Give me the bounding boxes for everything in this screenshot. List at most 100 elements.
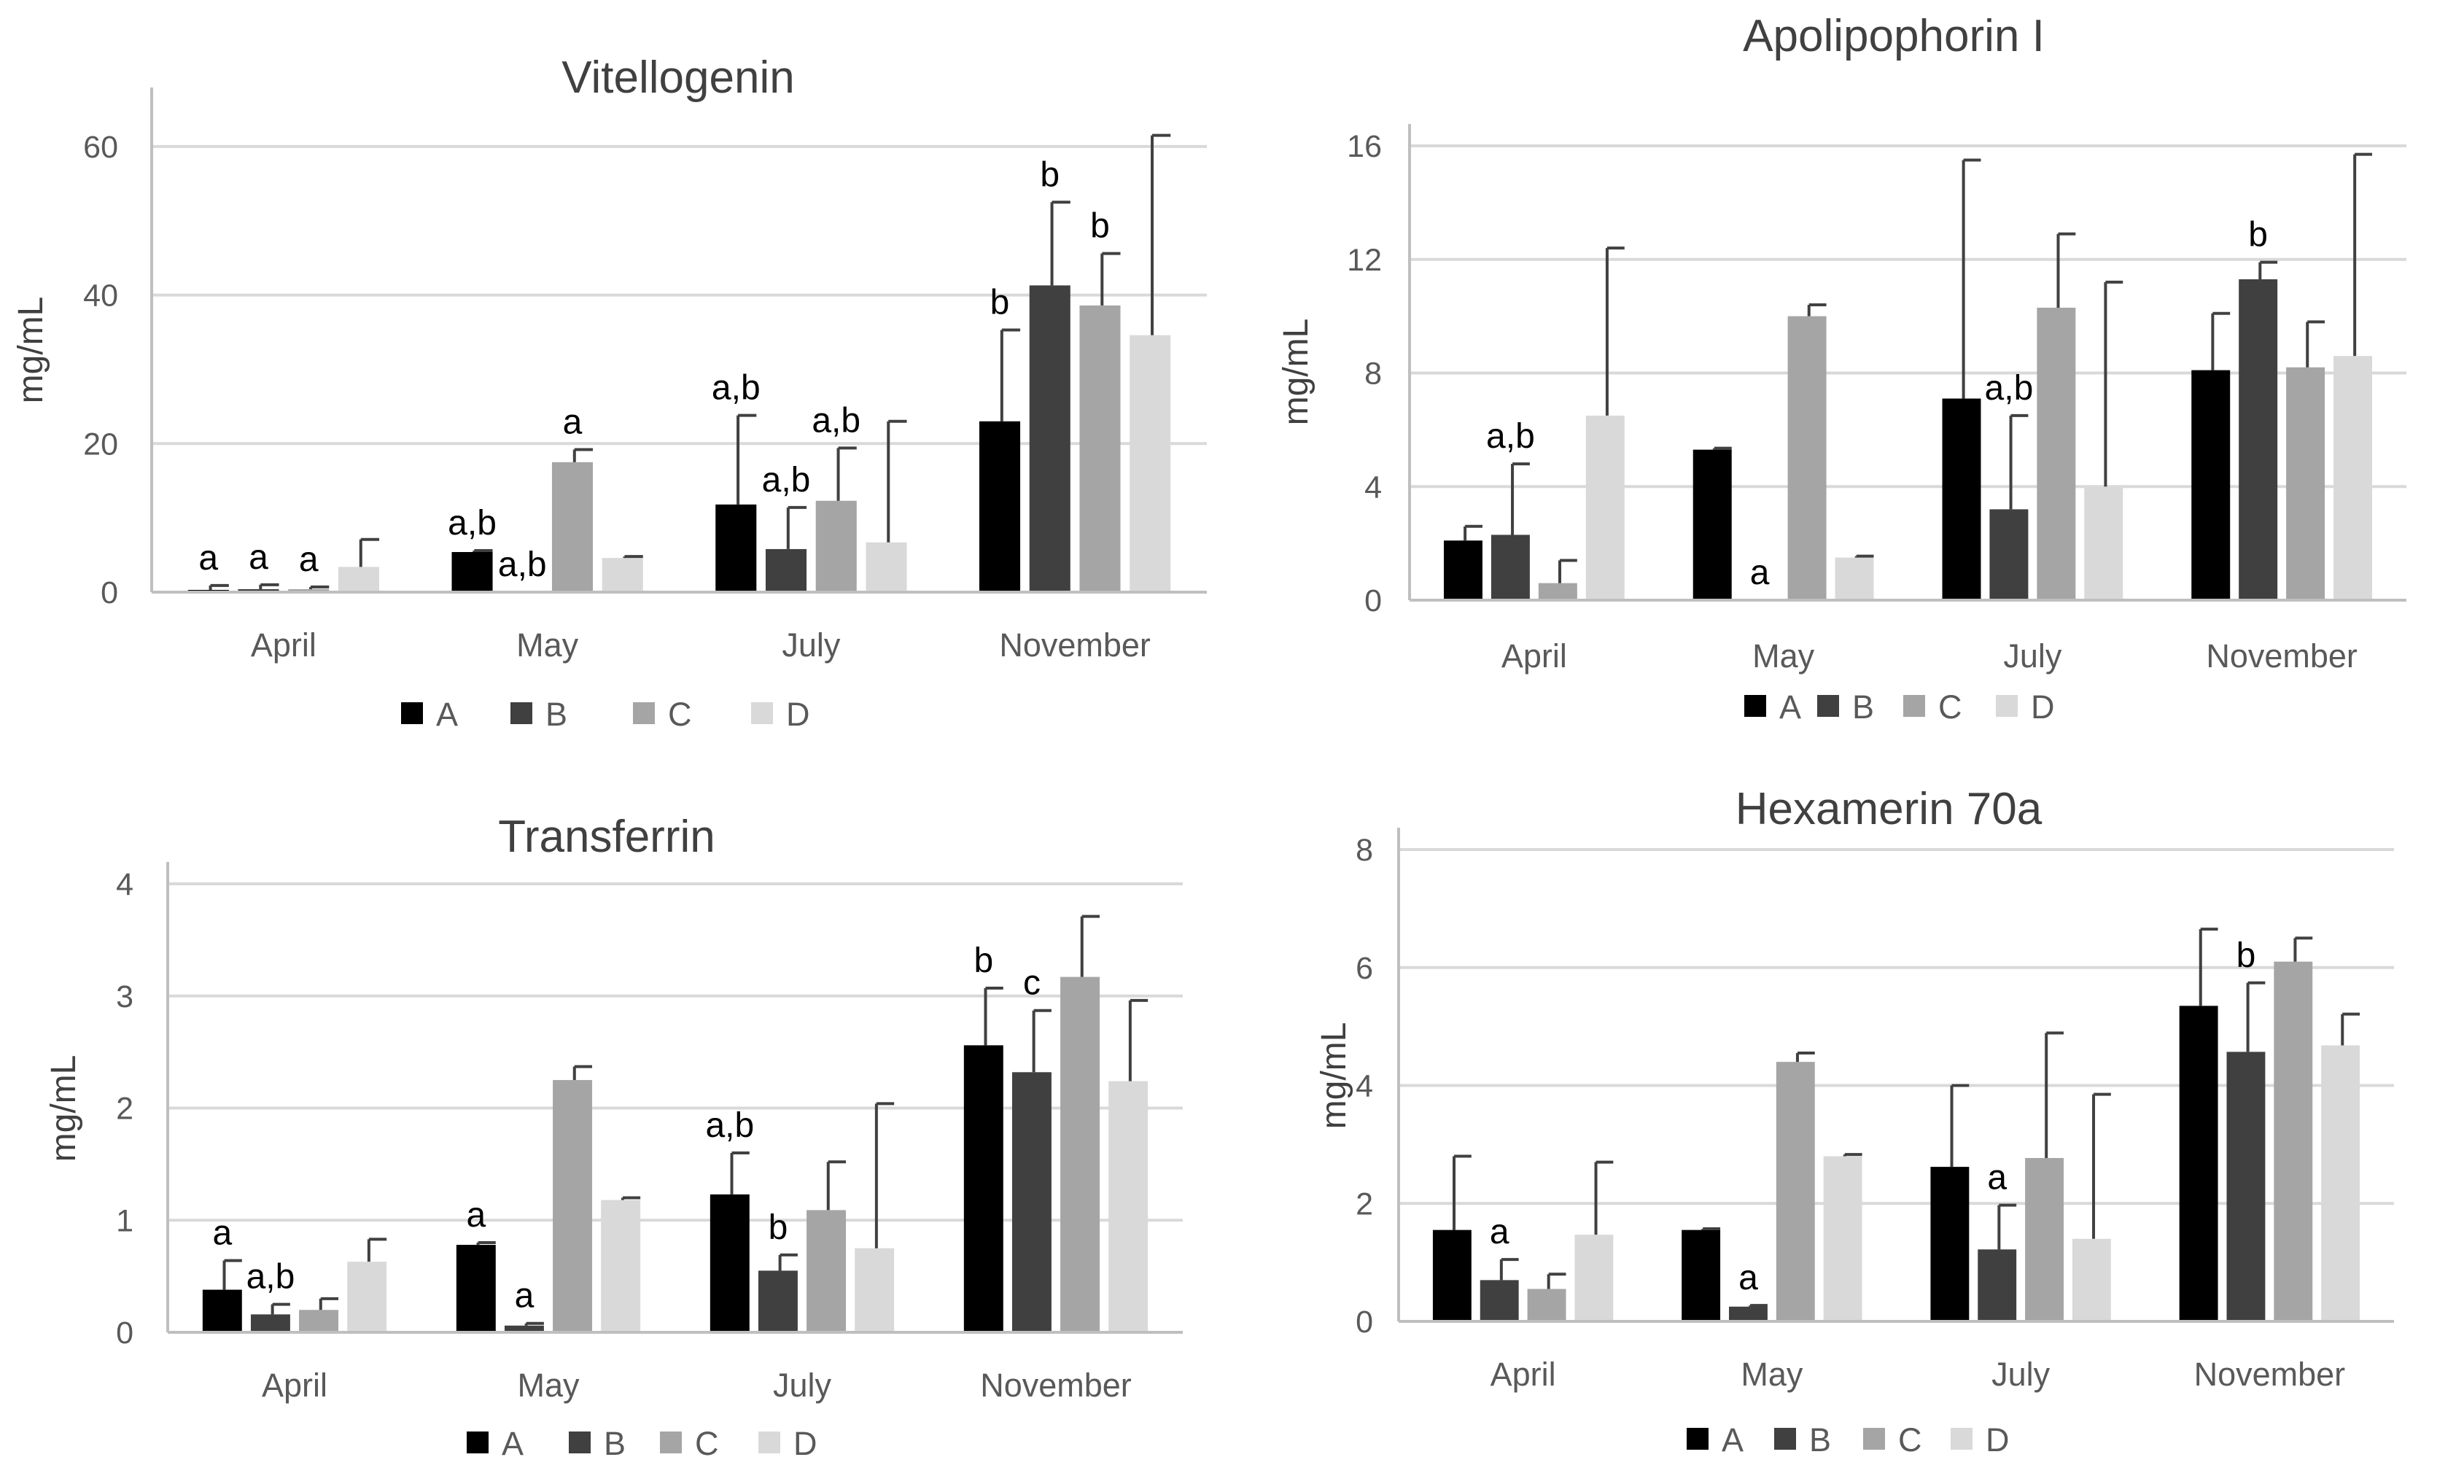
bar-a-july [715,504,757,592]
significance-label: a,b [712,369,761,408]
legend: A B C D [1687,1421,2010,1458]
significance-label: a [1490,1213,1509,1251]
significance-label: b [1040,155,1060,194]
bar-b-may [1729,1306,1768,1321]
bar-a-april [202,1289,242,1332]
bar-b-april [250,1314,290,1332]
bar-c-november [1060,976,1100,1332]
legend-label-a: A [1779,688,1801,726]
significance-label: a [299,540,319,579]
bar-c-july [807,1210,847,1332]
y-tick-label: 60 [83,130,118,165]
legend-swatch-a [1744,695,1766,717]
chart-title: Apolipophorin I [1743,11,2045,61]
legend-swatch-b [569,1431,591,1453]
legend-swatch-d [751,702,773,724]
significance-label: a [1987,1159,2007,1197]
chart-title: Hexamerin 70a [1736,784,2043,834]
significance-label: c [1023,964,1041,1003]
significance-label: b [973,941,993,980]
bar-b-november [1011,1072,1052,1332]
chart-title: Transferrin [498,812,715,862]
bar-b-november [2226,1052,2266,1321]
bar-b-november [2239,279,2278,600]
bar-a-july [710,1194,750,1332]
y-axis-label: mg/mL [1315,1022,1353,1130]
x-tick-label: July [2003,637,2062,675]
legend-swatch-a [467,1431,489,1453]
bar-c-april [1527,1289,1566,1321]
legend-label-c: C [668,696,692,733]
legend-swatch-a [1687,1428,1709,1450]
significance-label: a [515,1277,535,1316]
significance-label: a [212,1214,232,1253]
y-tick-label: 4 [116,867,133,902]
x-tick-label: April [1501,637,1567,675]
y-tick-label: 8 [1364,357,1382,392]
bar-d-april [1585,415,1625,600]
x-tick-label: November [999,626,1151,664]
legend: A B C D [1744,688,2055,726]
bar-d-july [866,542,907,592]
bar-c-november [2286,367,2325,600]
chart-title: Vitellogenin [561,53,794,103]
significance-label: a,b [1985,369,2034,408]
chart-apolipophorin: Apolipophorin I 0 4 8 12 16 mg/mL a,b April a May a… [1277,11,2406,726]
bar-b-may [504,1325,544,1332]
bar-c-may [1787,316,1827,600]
significance-label: a [249,538,268,577]
y-tick-label: 2 [116,1092,133,1127]
bar-a-may [456,1245,496,1332]
bar-a-may [1682,1229,1721,1321]
bar-d-may [1835,557,1874,600]
significance-label: a,b [812,401,860,440]
y-tick-label: 4 [1364,470,1382,505]
x-tick-label: May [517,1367,580,1404]
legend-swatch-d [1951,1428,1973,1450]
bar-a-november [2179,1006,2218,1321]
x-tick-label: November [2206,637,2358,675]
legend-label-b: B [545,696,567,733]
x-tick-label: July [773,1367,832,1404]
y-axis-label: mg/mL [1277,319,1315,426]
legend-label-c: C [1898,1421,1922,1458]
legend-label-b: B [604,1425,626,1462]
y-tick-label: 16 [1347,129,1382,164]
x-tick-label: April [251,626,316,664]
bar-a-may [451,552,493,592]
y-tick-label: 20 [83,427,118,462]
legend-label-d: D [786,696,810,733]
bar-b-april [238,588,279,592]
bar-a-november [2191,370,2231,600]
legend-label-a: A [502,1425,524,1462]
bar-d-may [602,558,643,592]
significance-label: b [990,283,1010,322]
significance-label: a [466,1196,486,1235]
bar-b-july [765,548,807,592]
bar-c-april [288,588,330,592]
y-tick-label: 40 [83,279,118,314]
bar-b-november [1029,285,1070,592]
legend: A B C D [401,696,810,733]
legend-swatch-d [1996,695,2018,717]
significance-label: b [769,1208,788,1247]
significance-label: a [198,539,218,578]
bar-d-may [601,1200,641,1332]
bar-a-april [1443,540,1482,600]
y-tick-label: 4 [1356,1069,1373,1104]
bar-c-april [299,1310,339,1332]
bar-d-april [347,1262,387,1332]
x-tick-label: July [1991,1356,2051,1393]
chart-hexamerin: Hexamerin 70a 0 2 4 6 8 mg/mL a April a May a July b N… [1315,784,2394,1458]
significance-label: a,b [1486,417,1535,456]
legend-swatch-c [660,1431,682,1453]
y-axis-label: mg/mL [44,1055,83,1162]
legend: A B C D [467,1425,817,1462]
bar-a-november [963,1045,1003,1332]
bar-d-july [2072,1238,2111,1321]
x-tick-label: November [980,1367,1132,1404]
x-tick-label: May [1741,1356,1803,1393]
bar-a-july [1930,1167,1970,1321]
